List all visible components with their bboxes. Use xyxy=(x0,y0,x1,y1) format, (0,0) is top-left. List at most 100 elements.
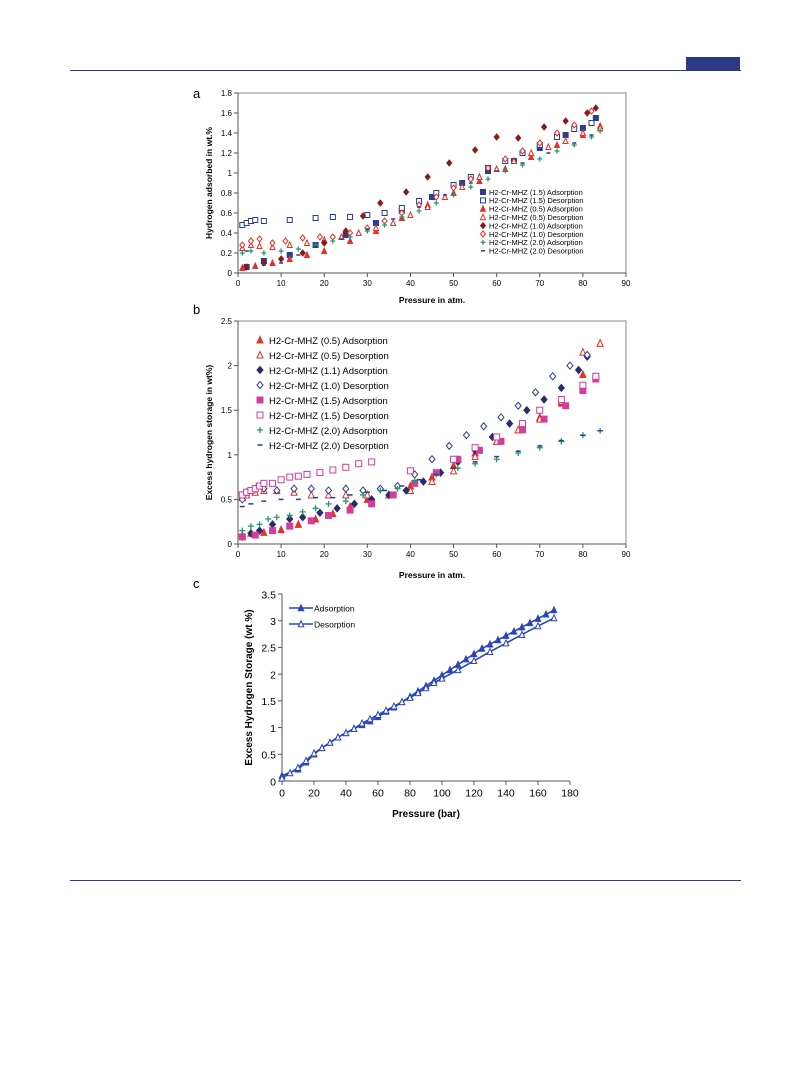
data-point xyxy=(372,223,380,231)
legend-label: H2-Cr-MHZ (1.1) Adsorption xyxy=(269,366,388,377)
data-point xyxy=(402,188,410,196)
data-point xyxy=(502,155,509,163)
data-point xyxy=(527,148,535,156)
legend-marker xyxy=(257,427,263,433)
legend-marker xyxy=(256,365,264,375)
data-point xyxy=(553,140,561,148)
legend-label: H2-Cr-MHZ (1.5) Adsorption xyxy=(489,188,583,197)
data-point xyxy=(299,234,306,242)
data-point xyxy=(579,347,587,356)
data-point xyxy=(260,527,268,536)
data-point xyxy=(390,701,398,710)
data-point xyxy=(302,756,310,764)
data-point xyxy=(265,516,272,523)
y-tick-label: 1.4 xyxy=(221,129,233,138)
y-axis-label: Hydrogen adsorbed in wt.% xyxy=(204,127,214,239)
data-point xyxy=(312,505,319,512)
data-point xyxy=(458,182,466,190)
data-point xyxy=(433,193,440,201)
data-point xyxy=(462,654,470,663)
x-tick-label: 40 xyxy=(340,788,352,800)
data-point xyxy=(514,401,522,411)
chart-c: 0 20 40 60 80 100 120 140 160 180 0 0.5 1 1.5 2 2.5 3 3.5… xyxy=(244,589,579,820)
chart-b: 0 10 20 30 40 50 60 70 80 90 0 0.5 1 1.5 2 2.5 Pressure … xyxy=(204,317,631,580)
data-point xyxy=(282,237,289,245)
data-point xyxy=(510,626,518,635)
data-point xyxy=(553,129,561,137)
x-tick-label: 0 xyxy=(236,550,241,559)
data-point xyxy=(286,768,294,777)
series-7 xyxy=(239,429,603,508)
data-point xyxy=(486,647,494,655)
header-rule xyxy=(70,70,741,71)
data-point xyxy=(368,500,376,508)
x-tick-label: 20 xyxy=(320,550,329,559)
data-point xyxy=(286,522,294,530)
data-point xyxy=(407,210,414,218)
data-point xyxy=(574,365,583,375)
legend-label: H2-Cr-MHZ (2.0) Adsorption xyxy=(489,238,583,247)
panel-label-c: c xyxy=(193,576,200,591)
data-point xyxy=(273,486,281,495)
legend-marker xyxy=(479,212,487,221)
data-point xyxy=(406,467,414,475)
legend-label: H2-Cr-MHZ (1.0) Desorption xyxy=(489,230,584,239)
data-point xyxy=(346,506,354,514)
data-point xyxy=(278,773,286,782)
data-point xyxy=(303,238,311,246)
data-point xyxy=(239,250,245,256)
data-point xyxy=(545,142,552,150)
series-1 xyxy=(278,613,558,782)
data-point xyxy=(252,217,259,223)
header-accent-tab xyxy=(686,57,740,71)
data-point xyxy=(515,134,522,142)
legend-marker xyxy=(480,197,486,204)
data-point xyxy=(414,688,422,697)
series-line xyxy=(281,617,555,779)
data-point xyxy=(330,238,336,244)
data-point xyxy=(325,500,332,507)
data-point xyxy=(260,479,268,487)
data-point xyxy=(316,469,324,477)
data-point xyxy=(355,228,362,236)
x-axis-label: Pressure in atm. xyxy=(399,570,465,580)
data-point xyxy=(286,514,294,524)
data-point xyxy=(382,706,390,714)
data-point xyxy=(374,710,382,718)
data-point xyxy=(493,133,500,141)
data-point xyxy=(402,486,410,495)
data-point xyxy=(342,484,350,493)
data-point xyxy=(485,176,491,182)
x-tick-label: 180 xyxy=(561,788,579,800)
y-tick-label: 1.6 xyxy=(221,109,233,118)
data-point xyxy=(256,235,263,243)
x-tick-label: 90 xyxy=(622,279,631,288)
legend-label: H2-Cr-MHZ (0.5) Adsorption xyxy=(269,336,388,347)
data-point xyxy=(467,175,474,183)
y-tick-label: 2.5 xyxy=(221,317,233,326)
data-point xyxy=(269,258,276,266)
data-point xyxy=(406,693,414,701)
data-point xyxy=(596,338,604,347)
data-point xyxy=(277,255,285,263)
data-point xyxy=(286,254,294,262)
legend-label: H2-Cr-MHZ (2.0) Adsorption xyxy=(269,426,388,437)
data-point xyxy=(450,184,457,192)
data-point xyxy=(320,246,328,254)
data-point xyxy=(579,128,587,136)
data-point xyxy=(588,120,595,126)
data-point xyxy=(321,239,328,247)
data-point xyxy=(557,383,565,393)
data-point xyxy=(307,490,316,499)
legend-label: H2-Cr-MHZ (1.0) Desorption xyxy=(269,381,389,392)
data-point xyxy=(579,381,587,389)
data-point xyxy=(342,498,349,505)
x-axis-label: Pressure (bar) xyxy=(392,809,460,820)
x-tick-label: 100 xyxy=(433,788,451,800)
panel-label-b: b xyxy=(193,302,201,317)
data-point xyxy=(341,490,350,499)
data-point xyxy=(307,484,315,493)
data-point xyxy=(334,732,342,741)
data-point xyxy=(527,152,535,160)
legend-label: H2-Cr-MHZ (1.5) Desorption xyxy=(269,411,389,422)
